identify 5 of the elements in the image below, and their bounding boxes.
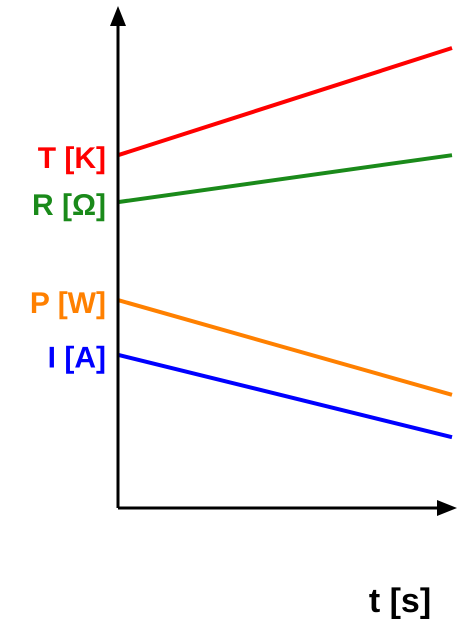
series-label: P [W] <box>30 287 106 320</box>
series-label: T [K] <box>38 142 106 176</box>
x-axis-title: t [s] <box>368 582 432 620</box>
series-label: I [A] <box>48 342 106 375</box>
series-label: R [Ω] <box>32 189 106 222</box>
